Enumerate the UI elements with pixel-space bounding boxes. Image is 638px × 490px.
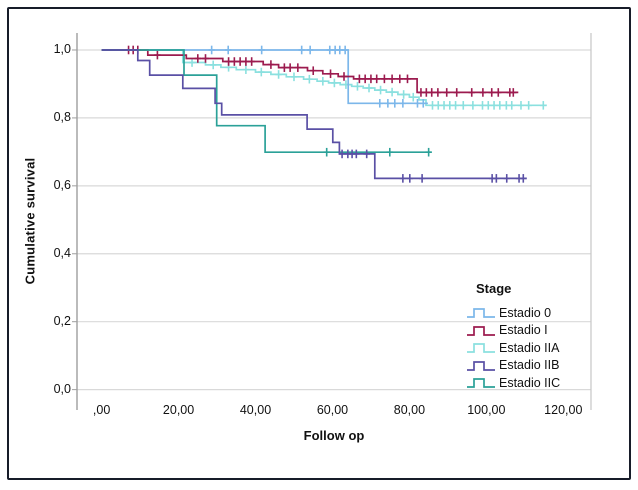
series-line-estadio-i [101,49,519,94]
legend-label: Estadio IIA [499,340,560,355]
legend-entry-estadio-iic: Estadio IIC [466,374,560,392]
x-tick-label: 80,00 [393,403,426,417]
legend-label: Estadio IIB [499,358,560,373]
legend-swatch-icon [467,308,495,319]
legend-swatch-icon [467,343,495,354]
x-tick-label: 100,00 [467,403,506,417]
x-tick-label: 20,00 [162,403,195,417]
y-tick-label: 0,8 [53,109,71,124]
legend-label: Estadio I [499,323,548,338]
legend-swatch-icon [467,325,495,336]
legend-label: Estadio 0 [499,305,552,320]
x-tick-label: 40,00 [239,403,272,417]
series-line-estadio-iic [101,49,432,154]
legend-title: Stage [476,281,512,296]
x-tick-label: ,00 [92,403,111,417]
legend-swatch-icon [467,378,495,389]
x-tick-label: 60,00 [316,403,349,417]
x-tick-label: 120,00 [544,403,583,417]
y-tick-label: 0,6 [53,177,71,192]
legend-entry-estadio-i: Estadio I [466,322,560,340]
series-line-estadio-iib [101,49,527,180]
legend: Stage Estadio 0 Estadio I Estadio IIA Estad… [466,281,560,392]
legend-items: Estadio 0 Estadio I Estadio IIA Estadio IIB… [466,304,560,392]
legend-swatch-icon [467,360,495,371]
legend-entry-estadio-iia: Estadio IIA [466,339,560,357]
y-tick-label: 0,4 [53,245,71,260]
legend-entry-estadio-0: Estadio 0 [466,304,560,322]
y-tick-label: 0,2 [53,313,71,328]
x-axis-title: Follow op [303,428,365,443]
legend-entry-estadio-iib: Estadio IIB [466,357,560,375]
series-line-estadio-iia [101,49,547,107]
legend-label: Estadio IIC [499,375,561,390]
series-line-estadio-0 [101,49,428,105]
y-tick-label: 1,0 [53,41,71,56]
y-tick-label: 0,0 [53,381,71,396]
y-axis-title: Cumulative survival [22,157,38,285]
